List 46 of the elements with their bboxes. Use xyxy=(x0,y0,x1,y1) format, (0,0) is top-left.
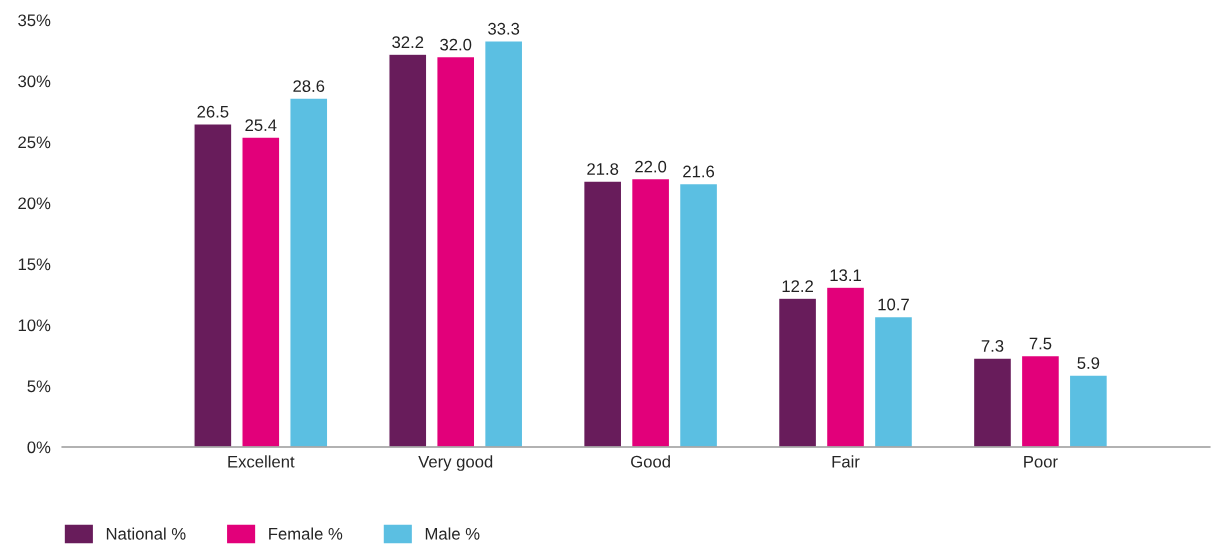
bar xyxy=(582,180,623,447)
data-label: 5.9 xyxy=(1077,357,1100,369)
x-tick-label: Very good xyxy=(418,455,493,471)
legend-label: Male % xyxy=(425,527,480,540)
data-label: 21.6 xyxy=(683,165,715,178)
x-tick-label: Poor xyxy=(1024,455,1058,468)
bar xyxy=(678,182,719,447)
y-tick-label: 10% xyxy=(18,319,51,332)
bar xyxy=(388,53,428,447)
legend-label: Female % xyxy=(269,527,343,540)
y-tick-label: 35% xyxy=(18,14,51,27)
data-label: 28.6 xyxy=(293,80,325,93)
data-label: 32.0 xyxy=(440,38,472,51)
x-tick-label: Good xyxy=(631,455,670,468)
x-tick-label: Excellent xyxy=(228,455,295,468)
bar xyxy=(873,315,914,447)
y-tick-label: 30% xyxy=(18,75,51,88)
data-label: 22.0 xyxy=(635,160,667,173)
y-tick-label: 5% xyxy=(27,380,51,393)
data-label: 10.7 xyxy=(878,298,909,311)
bar xyxy=(241,136,281,447)
y-tick-label: 0% xyxy=(27,441,51,454)
data-label: 13.1 xyxy=(830,269,861,282)
y-tick-label: 15% xyxy=(18,258,51,271)
bar xyxy=(972,357,1013,447)
bar xyxy=(289,97,329,447)
data-label: 21.8 xyxy=(587,163,619,175)
y-tick-label: 25% xyxy=(18,136,51,149)
data-label: 26.5 xyxy=(197,105,229,118)
x-tick-label: Fair xyxy=(832,455,860,468)
y-tick-label: 20% xyxy=(18,197,51,210)
data-label: 7.5 xyxy=(1029,337,1052,350)
legend-label: National % xyxy=(106,527,186,540)
bar xyxy=(193,123,233,447)
bar xyxy=(436,55,476,447)
bar xyxy=(777,297,818,447)
bar xyxy=(483,40,524,447)
data-label: 7.3 xyxy=(981,340,1004,352)
bar xyxy=(1020,354,1061,447)
bar xyxy=(1068,374,1109,447)
bar xyxy=(825,286,866,447)
data-label: 12.2 xyxy=(782,280,813,292)
data-label: 33.3 xyxy=(488,22,520,35)
data-label: 25.4 xyxy=(245,119,277,132)
data-label: 32.2 xyxy=(392,36,424,49)
bar xyxy=(630,177,671,447)
